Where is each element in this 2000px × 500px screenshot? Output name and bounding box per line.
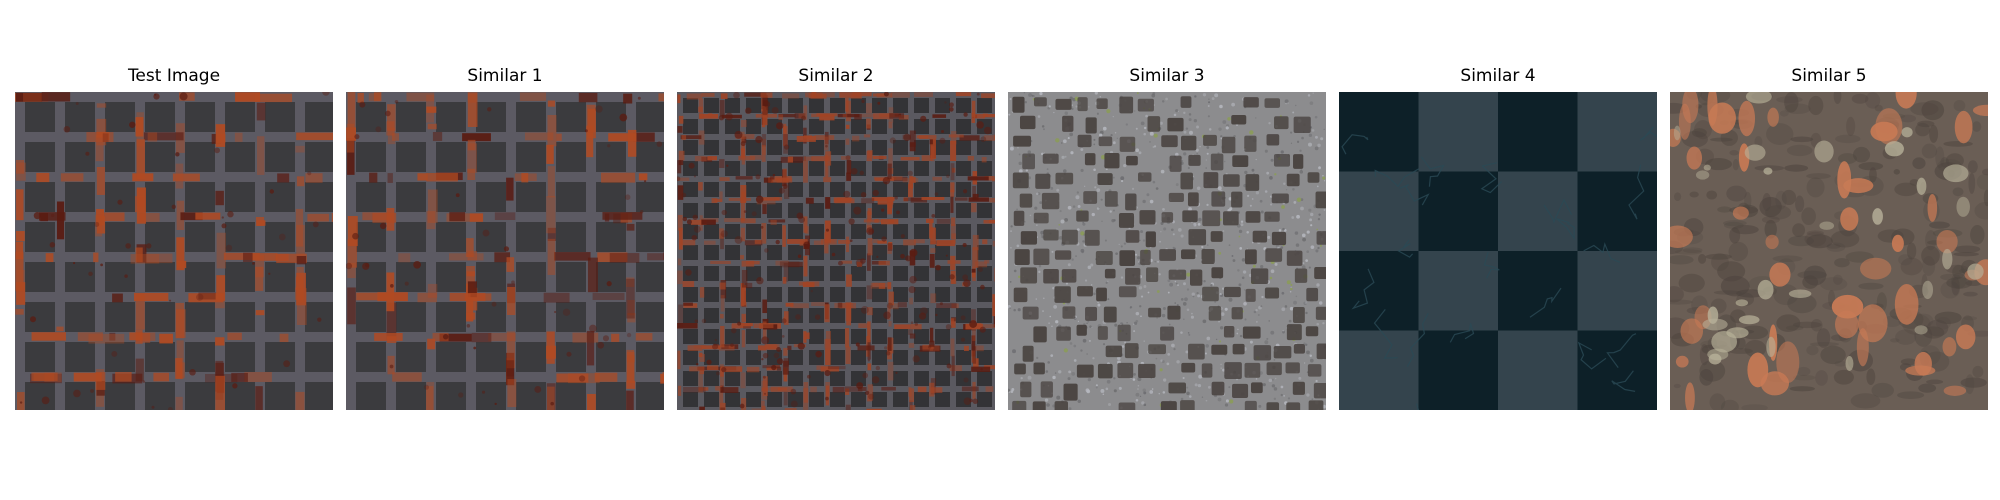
similar-image-1 [346, 92, 664, 410]
panel-similar-2: Similar 2 [677, 64, 995, 410]
fine-rusty-grate-texture-icon [677, 92, 995, 410]
panel-title: Similar 2 [798, 66, 874, 86]
rusty-grate-texture-icon [15, 92, 333, 410]
similar-image-3 [1008, 92, 1326, 410]
panel-similar-3: Similar 3 [1008, 64, 1326, 410]
panel-title: Similar 1 [467, 66, 543, 86]
cobblestone-gravel-texture-icon [1008, 92, 1326, 410]
panel-test-image: Test Image [15, 64, 333, 410]
similar-image-4 [1339, 92, 1657, 410]
similar-image-5 [1670, 92, 1988, 410]
panel-similar-1: Similar 1 [346, 64, 664, 410]
panel-similar-4: Similar 4 [1339, 64, 1657, 410]
rusty-grate-texture-icon [346, 92, 664, 410]
test-image [15, 92, 333, 410]
panel-title: Similar 4 [1460, 66, 1536, 86]
panel-title: Similar 5 [1791, 66, 1867, 86]
rusted-metal-surface-texture-icon [1670, 92, 1988, 410]
similar-image-2 [677, 92, 995, 410]
panel-title: Similar 3 [1129, 66, 1205, 86]
panel-title: Test Image [127, 66, 221, 86]
panel-similar-5: Similar 5 [1670, 64, 1988, 410]
dark-checker-tile-texture-icon [1339, 92, 1657, 410]
